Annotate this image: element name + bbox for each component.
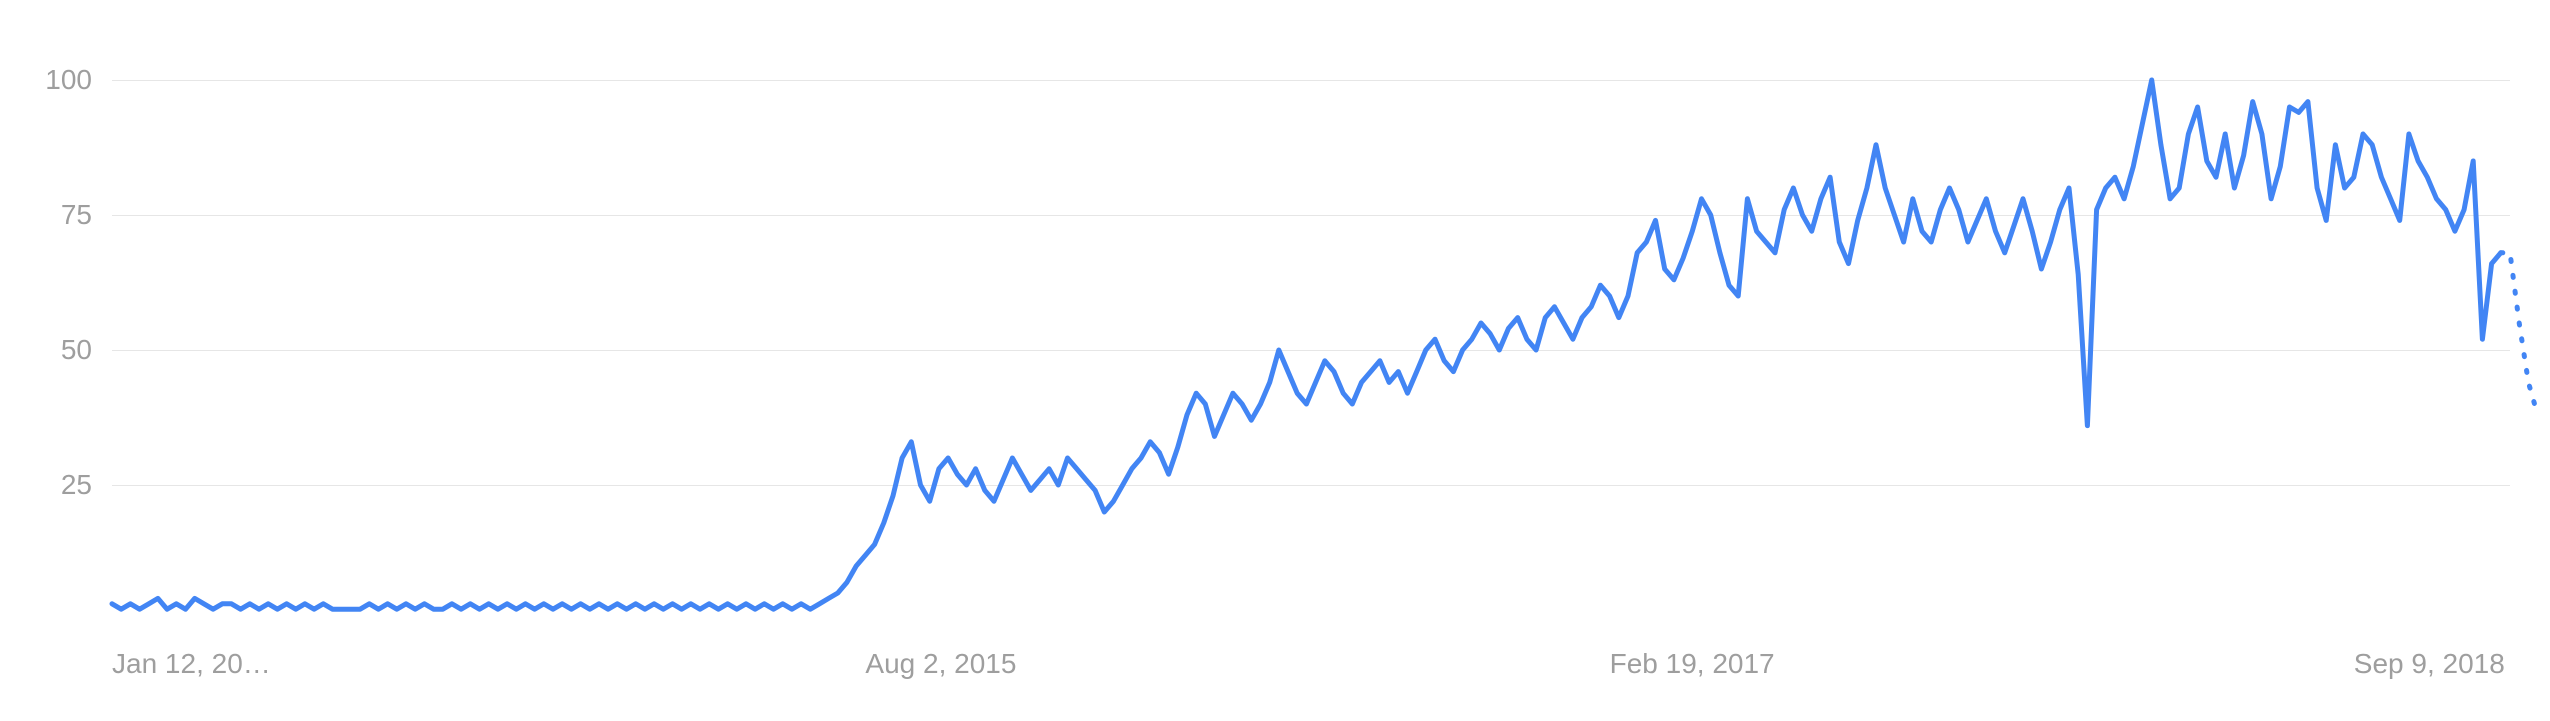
x-tick-label: Feb 19, 2017: [1610, 648, 1775, 680]
x-tick-label: Aug 2, 2015: [865, 648, 1016, 680]
trends-line-chart: 255075100 Jan 12, 20…Aug 2, 2015Feb 19, …: [0, 0, 2550, 721]
series-line-dotted: [2501, 253, 2538, 415]
x-tick-label: Sep 9, 2018: [2354, 648, 2505, 680]
plot-area: [0, 0, 2550, 721]
x-axis: Jan 12, 20… Aug 2, 2015 Feb 19, 2017 Sep 9,…: [0, 648, 2550, 708]
x-tick-label: Jan 12, 20…: [112, 648, 271, 680]
series-line-solid: [112, 80, 2501, 609]
